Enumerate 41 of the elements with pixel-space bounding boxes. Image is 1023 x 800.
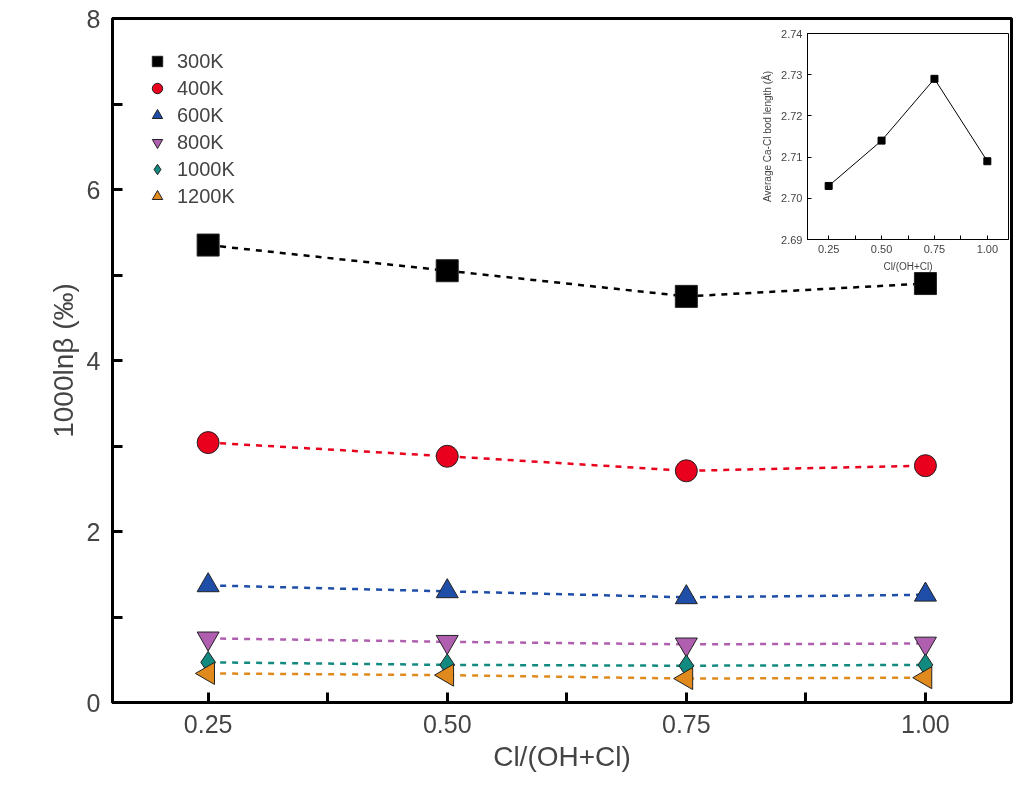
y-tick-label: 2.70 [781, 192, 803, 205]
y-tick-label: 2.74 [781, 27, 803, 40]
x-axis-title: Cl/(OH+Cl) [493, 740, 631, 772]
point [196, 431, 220, 455]
y-tick-label: 2.73 [781, 68, 803, 81]
y-tick-label: 6 [86, 175, 101, 204]
legend-label: 300K [177, 48, 224, 74]
legend-label: 1000K [177, 156, 235, 182]
x-tick-label: 1.00 [976, 242, 999, 255]
point [877, 136, 886, 145]
x-tick-label: 0.25 [183, 709, 233, 738]
point [930, 74, 939, 83]
point [824, 181, 833, 190]
x-tick-label: 0.50 [422, 709, 472, 738]
x-tick-label: 0.50 [870, 242, 893, 255]
y-tick-label: 2.72 [781, 109, 803, 122]
point [983, 157, 992, 166]
y-axis-title: 1000lnβ (‰) [47, 283, 79, 438]
point [674, 459, 698, 483]
point [435, 259, 459, 283]
point [435, 444, 459, 468]
point [913, 272, 937, 296]
x-axis-title: Cl/(OH+Cl) [883, 260, 933, 272]
y-axis-title: Average Ca-Cl bod length (Å) [761, 71, 774, 202]
legend-label: 1200K [177, 183, 235, 209]
y-tick-label: 0 [86, 688, 101, 717]
point [913, 454, 937, 478]
x-tick-label: 0.75 [662, 709, 711, 738]
legend-label: 600K [177, 102, 224, 128]
legend-label: 400K [177, 75, 224, 101]
x-tick-label: 0.75 [923, 242, 946, 255]
legend-label: 800K [177, 129, 224, 155]
point [196, 233, 220, 257]
point [674, 284, 698, 308]
y-tick-label: 8 [86, 4, 101, 33]
x-tick-label: 1.00 [901, 709, 950, 738]
y-tick-label: 2.71 [781, 151, 803, 164]
y-tick-label: 2.69 [781, 233, 803, 246]
y-tick-label: 4 [86, 346, 101, 375]
y-tick-label: 2 [86, 517, 101, 546]
x-tick-label: 0.25 [817, 242, 840, 255]
